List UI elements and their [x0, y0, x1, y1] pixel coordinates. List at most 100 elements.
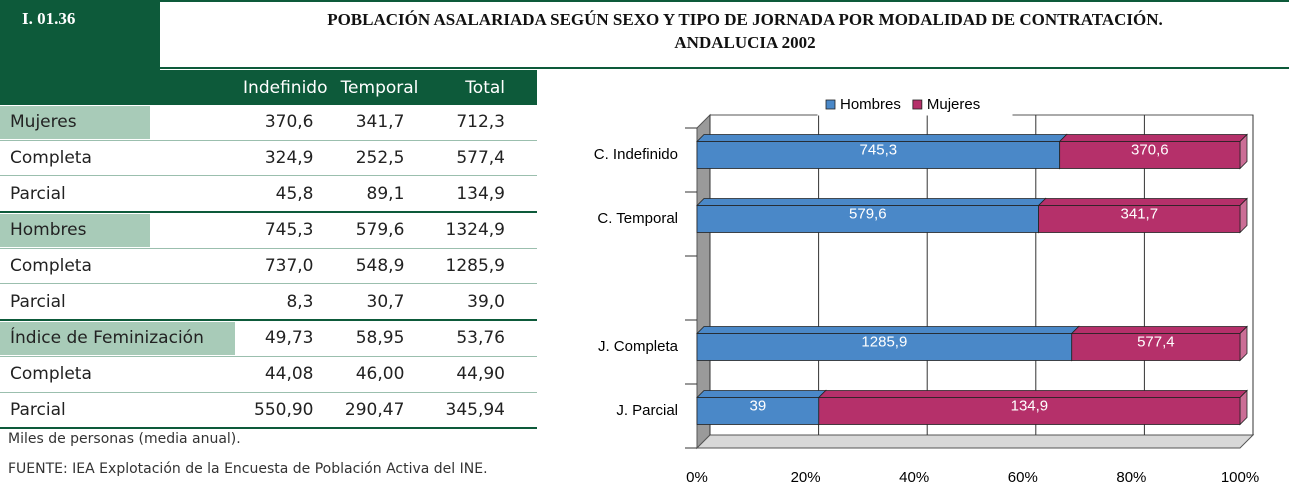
row-label: Completa — [10, 256, 92, 277]
row-label: Parcial — [10, 183, 66, 204]
bar — [1038, 205, 1241, 233]
data-table: Indefinido Temporal Total Mujeres 370,6 341,7… — [0, 70, 537, 430]
bar-top — [696, 390, 827, 398]
table-cell: 737,0 — [235, 248, 328, 285]
legend-label: Hombres — [840, 96, 901, 113]
table-cell: Parcial — [0, 175, 235, 213]
note: Miles de personas (media anual). — [8, 431, 241, 447]
x-tick-label: 0% — [686, 469, 708, 486]
bar-top — [696, 134, 1068, 142]
row-label: Parcial — [10, 291, 66, 312]
table-cell: 46,00 — [327, 356, 419, 393]
table-cell: 548,9 — [327, 248, 419, 285]
table-cell: 49,73 — [235, 319, 328, 357]
bar — [1059, 141, 1241, 169]
table-row: Índice de Feminización 49,73 58,95 53,76 — [0, 319, 537, 357]
y-tick-label: J. Completa — [598, 338, 679, 355]
y-tick-label: J. Parcial — [616, 402, 678, 419]
row-label: Parcial — [10, 399, 66, 420]
table-cell: Completa — [0, 140, 235, 177]
table-cell: 1285,9 — [418, 248, 537, 285]
table-row: Completa 324,9 252,5 577,4 — [0, 140, 537, 177]
row-label: Completa — [10, 148, 92, 169]
table-cell: Hombres — [0, 211, 235, 249]
rule — [160, 67, 1289, 69]
table-cell: 8,3 — [235, 283, 328, 321]
bar-top — [1070, 326, 1248, 334]
bar — [696, 397, 820, 425]
x-tick-label: 40% — [899, 469, 929, 486]
table-cell: Completa — [0, 248, 235, 285]
bar — [818, 397, 1241, 425]
floor — [695, 434, 1255, 449]
data-label: 341,7 — [1121, 205, 1159, 222]
bar — [1071, 333, 1241, 361]
x-tick-label: 20% — [791, 469, 821, 486]
bar — [696, 141, 1061, 169]
section-code: I. 01.36 — [0, 0, 160, 70]
table-cell: Completa — [0, 356, 235, 393]
data-label: 134,9 — [1011, 397, 1049, 414]
table-cell: 252,5 — [327, 140, 419, 177]
bar-top — [817, 390, 1248, 398]
table-row: Parcial 8,3 30,7 39,0 — [0, 283, 537, 321]
data-label: 745,3 — [860, 141, 898, 158]
rule — [160, 0, 1289, 2]
y-tick-label: C. Indefinido — [594, 146, 678, 163]
table-cell: 44,90 — [418, 356, 537, 393]
bar-top — [696, 198, 1047, 206]
table-cell: 58,95 — [327, 319, 419, 357]
page-title: POBLACIÓN ASALARIADA SEGÚN SEXO Y TIPO D… — [327, 10, 1163, 52]
table-cell: 579,6 — [327, 211, 419, 249]
table-cell: 712,3 — [418, 105, 537, 141]
y-tick-label: C. Temporal — [597, 210, 678, 227]
header-cell: Total — [418, 70, 537, 105]
table-cell: 53,76 — [418, 319, 537, 357]
x-tick-label: 100% — [1221, 469, 1259, 486]
table-row: Parcial 45,8 89,1 134,9 — [0, 175, 537, 213]
legend-label: Mujeres — [927, 96, 980, 113]
data-label: 39 — [750, 397, 767, 414]
table-cell: 341,7 — [327, 105, 419, 141]
table-cell: 550,90 — [235, 392, 328, 430]
table-cell: 324,9 — [235, 140, 328, 177]
table-cell: 290,47 — [327, 392, 419, 430]
bar-top — [696, 326, 1080, 334]
table-row: Hombres 745,3 579,6 1324,9 — [0, 211, 537, 249]
table-row: Parcial 550,90 290,47 345,94 — [0, 392, 537, 430]
note: FUENTE: IEA Explotación de la Encuesta d… — [8, 461, 488, 477]
row-label: Hombres — [0, 213, 150, 247]
x-tick-label: 60% — [1008, 469, 1038, 486]
table-cell: 345,94 — [418, 392, 537, 430]
data-label: 1285,9 — [861, 333, 907, 350]
legend-swatch — [912, 99, 923, 110]
legend-swatch — [825, 99, 836, 110]
data-label: 370,6 — [1131, 141, 1169, 158]
header-cell: Indefinido — [235, 70, 328, 105]
x-tick-label: 80% — [1116, 469, 1146, 486]
bar-top — [1058, 134, 1248, 142]
table-cell: 745,3 — [235, 211, 328, 249]
table-cell: 45,8 — [235, 175, 328, 213]
table-cell: 44,08 — [235, 356, 328, 393]
table-cell: Parcial — [0, 392, 235, 430]
table-cell: 370,6 — [235, 105, 328, 141]
data-label: 577,4 — [1137, 333, 1175, 350]
table-cell: 1324,9 — [418, 211, 537, 249]
table-cell: 39,0 — [418, 283, 537, 321]
table-cell: 89,1 — [327, 175, 419, 213]
row-label: Completa — [10, 364, 92, 385]
bar — [696, 205, 1040, 233]
header-cell: Temporal — [327, 70, 419, 105]
table-cell: 577,4 — [418, 140, 537, 177]
header-cell — [0, 70, 235, 105]
bar-top — [1037, 198, 1248, 206]
table-cell: Parcial — [0, 283, 235, 321]
table-cell: Índice de Feminización — [0, 319, 235, 357]
table-row: Completa 44,08 46,00 44,90 — [0, 356, 537, 393]
row-label: Índice de Feminización — [0, 321, 235, 355]
row-label: Mujeres — [0, 105, 150, 139]
data-label: 579,6 — [849, 205, 887, 222]
